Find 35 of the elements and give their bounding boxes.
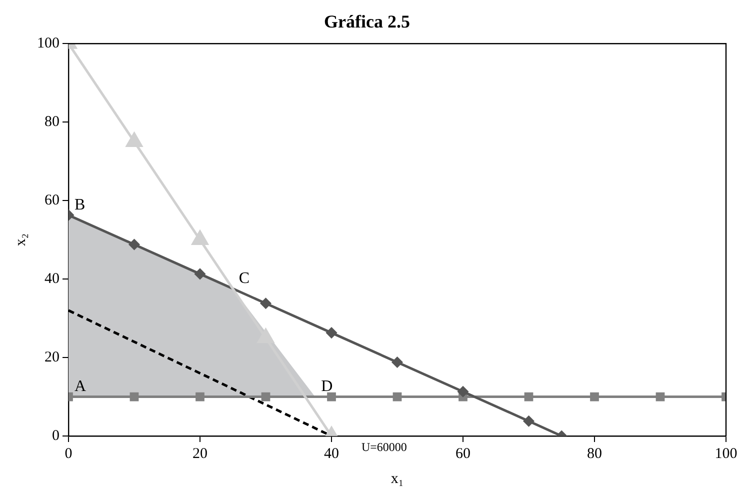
point	[261, 392, 270, 402]
point	[326, 328, 337, 338]
point	[458, 386, 468, 397]
y-tick-label: 100	[37, 36, 60, 52]
annotation: U=60000	[362, 440, 407, 454]
x-axis-title: x₁	[390, 470, 404, 487]
point	[656, 392, 665, 402]
x-tick-label: 20	[192, 446, 208, 462]
point	[327, 392, 336, 402]
point	[129, 239, 140, 250]
annotation: C	[238, 270, 250, 288]
y-tick-label: 60	[44, 192, 60, 208]
point	[392, 356, 402, 368]
x-tick-label: 80	[587, 446, 602, 462]
y-tick-label: 40	[44, 270, 60, 287]
point	[524, 392, 534, 402]
y-tick-label: 0	[52, 428, 60, 444]
y-tick-label: 80	[44, 114, 60, 130]
point	[590, 392, 599, 402]
annotation: D	[321, 378, 333, 395]
point	[196, 392, 204, 402]
point	[392, 392, 402, 402]
point	[524, 416, 534, 426]
y-axis-title: x₂	[12, 233, 29, 246]
y-tick-label: 20	[44, 349, 60, 366]
point	[260, 298, 271, 309]
point	[130, 392, 139, 402]
x-tick-label: 100	[714, 446, 738, 462]
annotation: B	[74, 196, 86, 214]
x-tick-label: 40	[324, 446, 339, 462]
annotation: A	[74, 378, 86, 395]
point	[194, 268, 206, 280]
x-tick-label: 0	[64, 446, 72, 462]
x-tick-label: 60	[456, 446, 470, 462]
chart-title: Gráfica 2.5	[324, 11, 410, 32]
